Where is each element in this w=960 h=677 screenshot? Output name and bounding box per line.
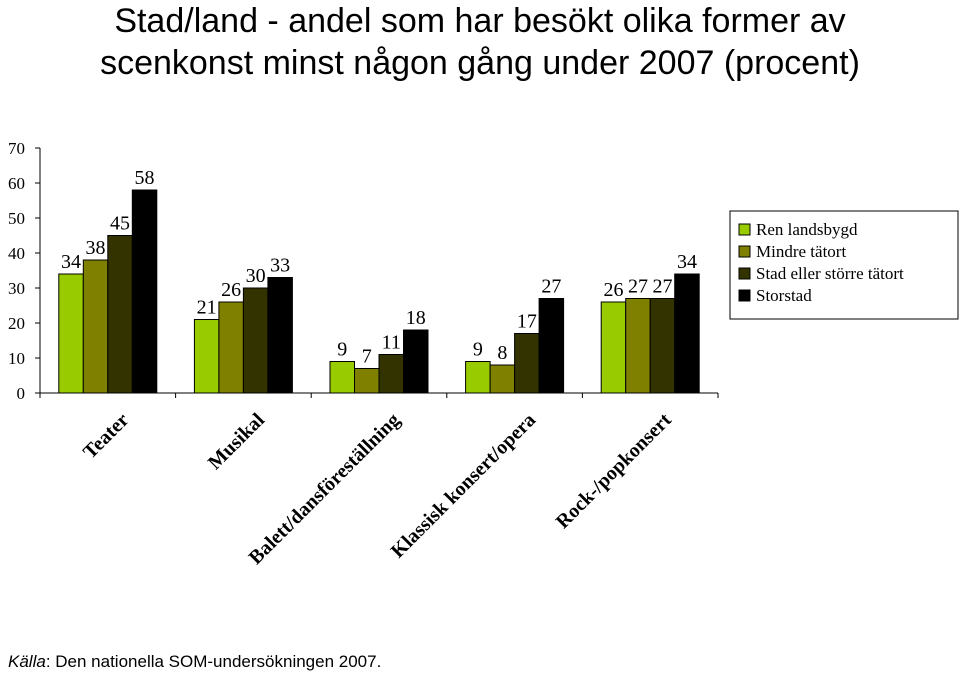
data-label-4-2: 27 — [652, 276, 672, 298]
bar-1-0 — [193, 319, 220, 394]
data-label-0-3: 58 — [135, 167, 155, 189]
source-note: Källa: Den nationella SOM-undersökningen… — [8, 652, 381, 672]
legend-swatch-2 — [738, 267, 751, 280]
bar-2-2 — [378, 354, 404, 394]
source-label: Källa — [8, 652, 46, 671]
bar-2-3 — [403, 329, 429, 394]
data-label-2-1: 7 — [362, 346, 372, 368]
data-label-1-2: 30 — [246, 265, 266, 287]
bar-4-0 — [600, 301, 627, 394]
chart-title-line-1: Stad/land - andel som har besökt olika f… — [114, 2, 846, 40]
bar-3-1 — [489, 364, 516, 394]
legend-box — [729, 210, 959, 320]
chart-title-line-2: scenkonst minst någon gång under 2007 (p… — [100, 44, 860, 82]
legend-label-1: Mindre tätort — [756, 242, 846, 261]
y-tick-label-3: 30 — [8, 279, 25, 298]
data-label-3-0: 9 — [473, 339, 483, 361]
y-tick-label-5: 50 — [8, 209, 25, 228]
bar-4-3 — [674, 273, 700, 394]
legend-swatch-1 — [738, 245, 751, 258]
bar-1-1 — [218, 301, 244, 394]
data-label-1-1: 26 — [221, 279, 241, 301]
data-label-3-2: 17 — [517, 311, 537, 333]
category-label-3: Klassisk konsert/opera — [387, 409, 540, 562]
source-text: : Den nationella SOM-undersökningen 2007… — [45, 652, 382, 671]
legend-label-3: Storstad — [756, 286, 812, 305]
category-label-0: Teater — [79, 409, 133, 463]
bar-1-2 — [242, 287, 269, 394]
bar-4-2 — [649, 298, 676, 394]
legend-swatch-0 — [738, 223, 751, 236]
bar-0-1 — [82, 259, 109, 394]
y-tick-label-6: 60 — [8, 174, 25, 193]
data-label-4-0: 26 — [603, 279, 623, 301]
category-label-1: Musikal — [204, 409, 269, 474]
legend-label-0: Ren landsbygd — [756, 220, 858, 239]
y-tick-label-1: 10 — [8, 349, 25, 368]
bar-0-0 — [58, 273, 84, 394]
bar-3-2 — [514, 333, 540, 394]
y-tick-label-7: 70 — [8, 139, 25, 158]
data-label-0-1: 38 — [86, 237, 106, 259]
data-label-0-0: 34 — [61, 251, 81, 273]
y-tick-label-2: 20 — [8, 314, 25, 333]
data-label-3-3: 27 — [541, 276, 561, 298]
chart-title: Stad/land - andel som har besökt olika f… — [0, 0, 960, 84]
category-label-2: Balett/dansföreställning — [245, 409, 405, 569]
data-label-1-0: 21 — [197, 297, 217, 319]
bar-2-0 — [329, 361, 355, 394]
bar-3-0 — [465, 361, 491, 394]
data-label-2-2: 11 — [382, 332, 401, 354]
legend-swatch-3 — [738, 289, 751, 302]
data-label-0-2: 45 — [110, 213, 130, 235]
category-label-4: Rock-/popkonsert — [552, 409, 676, 533]
y-tick-label-0: 0 — [17, 384, 26, 403]
data-label-2-3: 18 — [406, 307, 426, 329]
data-label-1-3: 33 — [270, 255, 290, 277]
data-label-3-1: 8 — [497, 342, 507, 364]
bar-2-1 — [354, 368, 380, 394]
data-label-4-1: 27 — [628, 276, 648, 298]
y-tick-label-4: 40 — [8, 244, 25, 263]
data-label-2-0: 9 — [337, 339, 347, 361]
bar-0-2 — [107, 235, 133, 394]
bar-3-3 — [538, 298, 565, 394]
bar-0-3 — [131, 189, 158, 394]
bar-4-1 — [625, 298, 651, 394]
legend-label-2: Stad eller större tätort — [756, 264, 904, 283]
bar-1-3 — [267, 277, 293, 394]
data-label-4-3: 34 — [677, 251, 697, 273]
